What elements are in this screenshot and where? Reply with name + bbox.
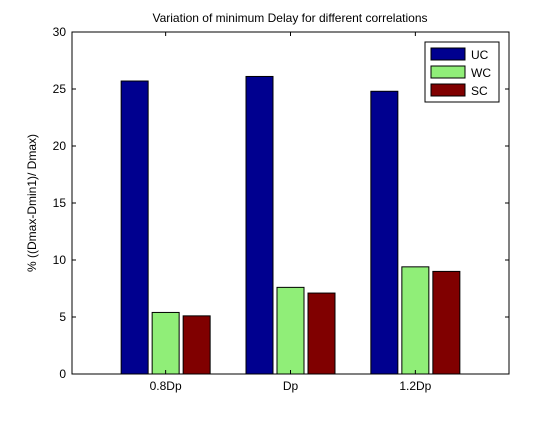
y-tick-label: 5 (59, 310, 66, 324)
bar-sc-08dp (182, 315, 211, 375)
legend-label-wc: WC (471, 66, 491, 80)
x-tick-label: 1.2Dp (399, 379, 431, 393)
y-tick-label: 30 (53, 25, 67, 39)
x-tick-label: 0.8Dp (150, 379, 182, 393)
y-tick-label: 20 (53, 139, 67, 153)
bar-wc-12dp (401, 266, 430, 375)
legend-label-uc: UC (471, 48, 489, 62)
y-tick-label: 10 (53, 253, 67, 267)
y-tick-label: 0 (59, 367, 66, 381)
y-axis-label: % ((Dmax-Dmin1)/ Dmax) (25, 134, 39, 272)
bar-uc-12dp (370, 90, 399, 375)
bar-sc-dp (307, 292, 336, 375)
bar-wc-dp (276, 286, 305, 375)
bars (120, 75, 461, 375)
y-axis-ticks: 0 5 10 15 20 25 30 (53, 25, 509, 381)
legend: UC WC SC (424, 41, 500, 103)
legend-label-sc: SC (471, 84, 488, 98)
x-tick-label: Dp (283, 379, 299, 393)
x-axis-ticks: 0.8Dp Dp 1.2Dp (150, 32, 432, 393)
legend-swatch-sc (430, 83, 466, 97)
bar-uc-08dp (120, 80, 149, 375)
chart-title: Variation of minimum Delay for different… (152, 11, 427, 25)
bar-uc-dp (245, 75, 274, 375)
y-tick-label: 15 (53, 196, 67, 210)
legend-swatch-wc (430, 65, 466, 79)
y-tick-label: 25 (53, 82, 67, 96)
bar-sc-12dp (432, 270, 461, 375)
bar-wc-08dp (151, 311, 180, 375)
legend-swatch-uc (430, 47, 466, 61)
